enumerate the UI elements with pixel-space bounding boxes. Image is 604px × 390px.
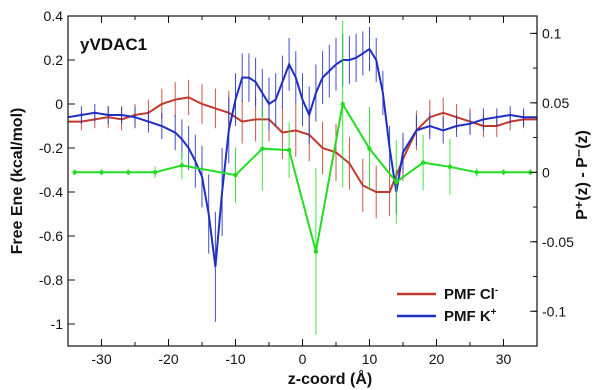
series-line — [74, 101, 531, 252]
y-left-tick-label: 0.4 — [44, 8, 64, 24]
data-point — [260, 146, 265, 151]
y-left-tick-label: -0.8 — [39, 272, 63, 288]
series-2 — [67, 27, 538, 322]
data-point — [313, 249, 319, 254]
data-point — [474, 170, 479, 175]
y-right-tick-label: 0.1 — [542, 25, 562, 41]
x-axis-title: z-coord (Å) — [288, 369, 372, 388]
legend: PMF Cl- PMF K+ — [397, 285, 498, 325]
x-tick-label: -30 — [91, 351, 111, 367]
series-line — [67, 47, 537, 267]
y-left-tick-label: 0.2 — [44, 52, 64, 68]
x-tick-label: 30 — [496, 351, 512, 367]
series-layer — [67, 20, 538, 335]
x-tick-label: -20 — [158, 351, 178, 367]
data-point — [179, 163, 185, 168]
x-tick-label: 20 — [429, 351, 445, 367]
y-right-tick-label: 0 — [542, 164, 550, 180]
data-point — [99, 170, 104, 175]
legend-superscript: - — [495, 285, 498, 296]
x-tick-label: 0 — [299, 351, 307, 367]
legend-superscript: + — [491, 307, 497, 318]
data-point — [340, 102, 345, 107]
x-tick-label: 10 — [362, 351, 378, 367]
series-line — [68, 96, 537, 193]
data-point — [501, 170, 506, 175]
legend-entry: PMF Cl- — [444, 285, 498, 303]
y-right-tick-label: -0.1 — [542, 303, 566, 319]
y-left-tick-label: -0.2 — [39, 140, 63, 156]
left-axis-title: Free Ene (kcal/mol) — [9, 108, 26, 255]
series-3 — [72, 20, 533, 335]
data-point — [447, 164, 453, 169]
data-point — [367, 146, 372, 151]
data-point — [286, 147, 292, 153]
chart-title: yVDAC1 — [80, 35, 147, 54]
data-point — [126, 170, 131, 175]
data-point — [394, 179, 399, 185]
y-right-tick-label: 0.05 — [542, 95, 569, 111]
right-axis-title: P⁺(z) - P⁻(z) — [574, 130, 591, 220]
data-point — [233, 172, 238, 178]
x-tick-label: -10 — [225, 351, 245, 367]
y-left-tick-label: 0 — [55, 96, 63, 112]
tick-layer: -30 -20 -10 0 10 20 300.40.20-0.2-0.4-0.6-0.8-… — [39, 8, 574, 367]
right-axis-title-text: P⁺(z) - P⁻(z) — [574, 130, 591, 220]
y-left-tick-label: -0.4 — [39, 184, 63, 200]
legend-entry: PMF K+ — [444, 307, 497, 325]
data-point — [152, 170, 158, 175]
y-left-tick-label: -1 — [51, 316, 64, 332]
y-right-tick-label: -0.05 — [542, 234, 574, 250]
y-left-tick-label: -0.6 — [39, 228, 63, 244]
data-point — [72, 170, 77, 175]
data-point — [420, 160, 426, 165]
